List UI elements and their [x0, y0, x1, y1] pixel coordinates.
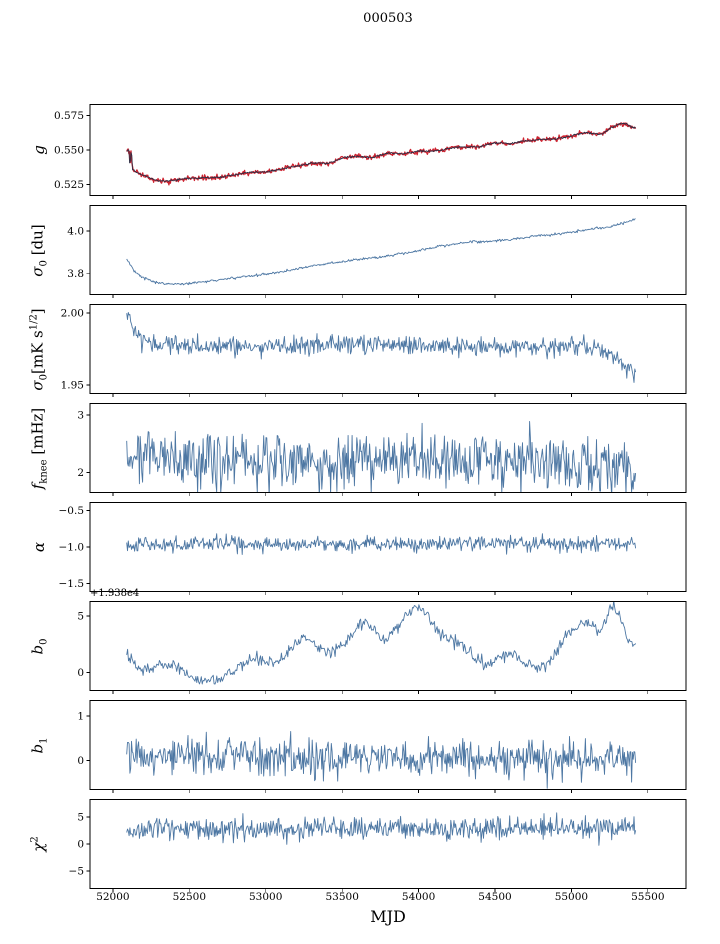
svg-text:−1.5: −1.5 — [59, 578, 85, 590]
panel-g: g 0.525 0.550 0.575 — [0, 104, 720, 199]
b0-offset-text: +1.938e4 — [90, 588, 140, 599]
svg-text:0: 0 — [77, 755, 84, 767]
svg-text:0: 0 — [77, 667, 84, 679]
svg-text:3.8: 3.8 — [67, 268, 84, 280]
x-tick-label: 52500 — [172, 891, 206, 903]
panel-g-plot: 0.525 0.550 0.575 — [54, 104, 687, 199]
svg-text:−1.0: −1.0 — [59, 542, 85, 554]
panel-sigma0-mk: σ0[mK s1/2] 1.95 2.00 — [0, 304, 720, 397]
x-tick-label: 55000 — [554, 891, 589, 903]
panel-chi2-plot: −5 0 5 — [69, 799, 687, 892]
svg-text:0.525: 0.525 — [54, 179, 84, 191]
svg-text:2.00: 2.00 — [61, 308, 84, 320]
panel-alpha: α −1.5 −1.0 −0.5 — [0, 502, 720, 595]
x-tick-label: 54000 — [401, 891, 436, 903]
panel-alpha-plot: −1.5 −1.0 −0.5 — [59, 502, 687, 595]
panel-sigma0-du-plot: 3.8 4.0 — [67, 205, 687, 298]
svg-text:3: 3 — [77, 410, 84, 422]
svg-text:5: 5 — [77, 611, 84, 623]
chart-title: 000503 — [363, 11, 413, 26]
x-tick-labels: 52000 52500 53000 53500 54000 54500 5500… — [0, 891, 720, 905]
x-tick-label: 53500 — [325, 891, 359, 903]
panel-sigma0-du: σ0 [du] 3.8 4.0 — [0, 205, 720, 298]
x-tick-label: 53000 — [248, 891, 283, 903]
panel-b1-plot: 01 — [77, 700, 687, 793]
panel-fknee-plot: 23 — [77, 403, 687, 496]
svg-text:5: 5 — [77, 812, 84, 824]
svg-text:−5: −5 — [69, 866, 84, 878]
panel-b0-plot: 05 — [77, 601, 687, 694]
x-tick-label: 52000 — [96, 891, 130, 903]
svg-text:2: 2 — [77, 467, 84, 479]
x-tick-label: 55500 — [631, 891, 665, 903]
svg-text:0.550: 0.550 — [54, 145, 84, 157]
svg-text:4.0: 4.0 — [67, 226, 84, 238]
svg-text:0.575: 0.575 — [54, 110, 84, 122]
svg-text:1.95: 1.95 — [61, 380, 84, 392]
panel-chi2: χ2 −5 0 5 — [0, 799, 720, 892]
svg-text:−0.5: −0.5 — [59, 505, 85, 517]
panel-sigma0-mk-plot: 1.95 2.00 — [61, 304, 687, 397]
svg-text:1: 1 — [77, 711, 84, 723]
svg-text:0: 0 — [77, 839, 84, 851]
x-tick-label: 54500 — [478, 891, 512, 903]
x-axis-label: MJD — [370, 907, 406, 926]
